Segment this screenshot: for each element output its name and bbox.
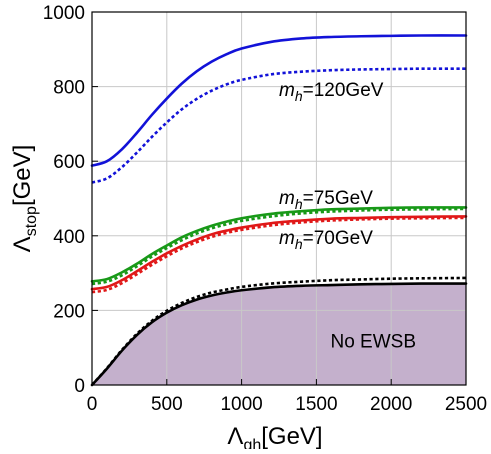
series-layer (90, 34, 468, 387)
y-tick-label: 400 (53, 227, 85, 248)
curve-annotation: mh=75GeV (279, 188, 373, 212)
annotation-subscript: h (295, 88, 303, 104)
y-axis-symbol: Λ (9, 236, 36, 252)
annotation-subscript: h (295, 236, 303, 252)
tick-labels-layer: 0 500 1000 1500 2000 2500 0 200 400 600 800 1000 (43, 3, 487, 415)
x-axis-title: Λgh[GeV] (227, 423, 322, 449)
y-tick-label: 0 (74, 376, 85, 397)
annotation-symbol: m (279, 188, 295, 209)
no-ewsb-region-layer (92, 283, 466, 385)
grid-layer (92, 12, 466, 385)
y-tick-label: 200 (53, 301, 85, 322)
curve-annotation: mh=70GeV (279, 228, 373, 252)
x-tick-label: 2500 (445, 394, 487, 415)
y-tick-label: 800 (53, 78, 85, 99)
x-tick-label: 1000 (220, 394, 262, 415)
annotation-value: =70GeV (303, 228, 374, 249)
series-line-green-solid (90, 206, 468, 283)
series-line-blue-dashed (91, 67, 467, 184)
series-line-black-dashed (91, 276, 467, 386)
annotation-value: =120GeV (303, 80, 384, 101)
annotation-symbol: m (279, 228, 295, 249)
y-axis-subscript: stop (23, 206, 40, 236)
series-line-red-solid (90, 215, 468, 291)
x-axis-symbol: Λ (227, 423, 243, 449)
x-tick-label: 2000 (370, 394, 412, 415)
series-line-blue-solid (90, 34, 468, 167)
annotation-symbol: m (279, 80, 295, 101)
x-axis-unit: [GeV] (261, 423, 322, 449)
series-line-red-dashed (91, 216, 467, 294)
x-tick-label: 500 (151, 394, 183, 415)
y-tick-label: 600 (53, 152, 85, 173)
region-label: No EWSB (330, 332, 416, 353)
y-axis-title: Λstop[GeV] (9, 145, 40, 253)
no-ewsb-region (92, 283, 466, 385)
x-tick-label: 1500 (295, 394, 337, 415)
annotation-value: =75GeV (303, 188, 374, 209)
curve-annotation: mh=120GeV (279, 80, 384, 104)
plot-frame (91, 11, 467, 386)
y-axis-unit: [GeV] (9, 145, 36, 206)
y-tick-label: 1000 (43, 3, 85, 24)
frame-layer (91, 11, 467, 386)
annotation-layer: Λgh[GeV]Λstop[GeV]mh=120GeVmh=75GeVmh=70… (9, 80, 416, 454)
annotation-subscript: h (295, 196, 303, 212)
series-line-green-dashed (91, 207, 467, 286)
x-tick-label: 0 (87, 394, 98, 415)
x-axis-subscript: gh (243, 437, 261, 449)
